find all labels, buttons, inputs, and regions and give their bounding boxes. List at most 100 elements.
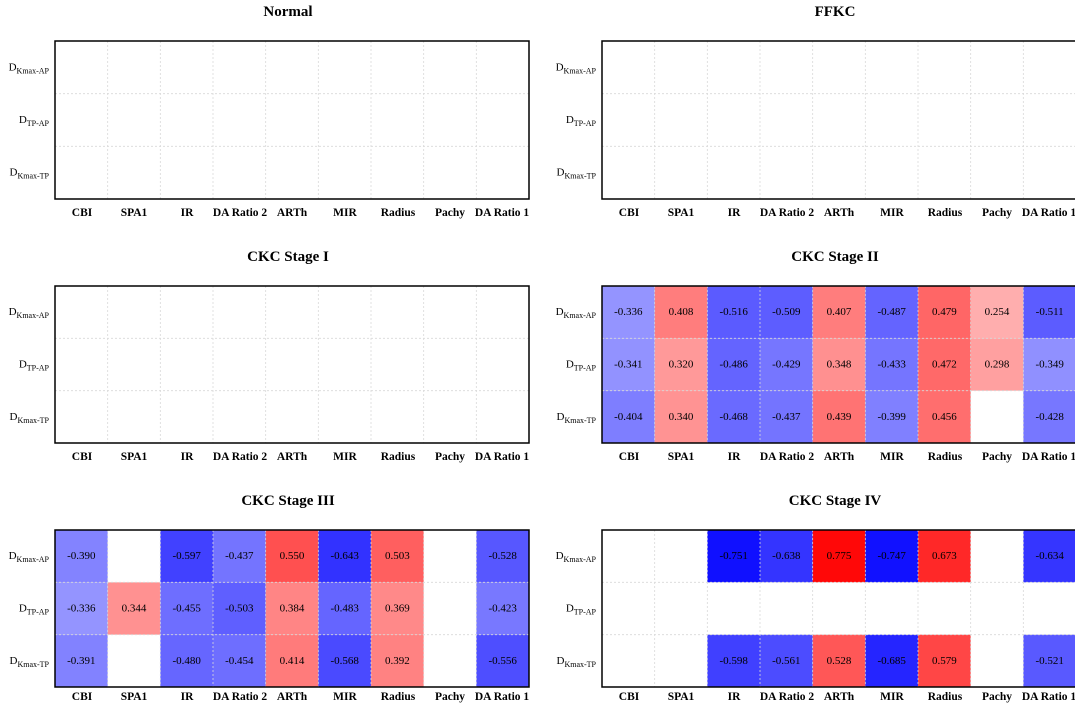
x-tick-label: ARTh xyxy=(824,451,855,463)
x-tick-label: Radius xyxy=(381,691,416,703)
x-tick-label: SPA1 xyxy=(668,691,695,703)
heatmap-cell xyxy=(1023,530,1075,583)
panel-frame xyxy=(601,40,1075,200)
x-tick-label: DA Ratio 2 xyxy=(760,451,815,463)
heatmap-cell xyxy=(812,286,866,339)
heatmap-cell xyxy=(812,338,866,391)
cell-value-label: 0.320 xyxy=(669,359,694,371)
x-tick-label: CBI xyxy=(72,207,93,219)
panel-frame xyxy=(601,529,1075,688)
y-tick-main: D xyxy=(9,61,17,73)
heatmap-cell xyxy=(265,634,319,687)
y-tick-main: D xyxy=(9,411,17,423)
x-tick-label: Pachy xyxy=(982,207,1012,219)
heatmap-cell xyxy=(654,390,708,443)
cell-value-label: -0.468 xyxy=(719,411,748,423)
x-tick-label: CBI xyxy=(619,451,640,463)
x-tick-label: IR xyxy=(181,207,194,219)
y-tick-main: D xyxy=(556,655,564,667)
cell-value-label: -0.751 xyxy=(719,550,747,562)
y-tick-subscript: Kmax-AP xyxy=(564,66,597,75)
heatmap-cell xyxy=(865,338,918,391)
heatmap-cell xyxy=(1023,338,1075,391)
heatmap-panel: CKC Stage III -0.390 -0.597 -0.437 0.550 -0.6… xyxy=(9,493,530,703)
x-tick-label: DA Ratio 2 xyxy=(213,691,268,703)
y-tick-main: D xyxy=(9,550,17,562)
cell-value-label: -0.516 xyxy=(719,306,748,318)
y-tick-label: DTP-AP xyxy=(566,359,597,373)
cell-value-label: -0.521 xyxy=(1035,655,1063,667)
y-tick-subscript: TP-AP xyxy=(574,119,597,128)
cell-value-label: -0.634 xyxy=(1035,550,1064,562)
y-tick-main: D xyxy=(19,114,27,126)
cell-value-label: -0.556 xyxy=(488,655,517,667)
heatmap-cell xyxy=(55,634,108,687)
panel-frame xyxy=(54,40,530,200)
x-tick-label: Pachy xyxy=(982,691,1012,703)
y-tick-subscript: Kmax-TP xyxy=(17,660,49,669)
heatmap-cell xyxy=(970,338,1024,391)
y-tick-label: DKmax-AP xyxy=(9,306,50,320)
heatmap-cell xyxy=(476,634,529,687)
heatmap-cell xyxy=(265,582,319,635)
x-tick-label: DA Ratio 1 xyxy=(475,207,530,219)
x-tick-label: ARTh xyxy=(277,691,308,703)
x-tick-label: Radius xyxy=(381,207,416,219)
heatmap-cell xyxy=(918,390,971,443)
heatmap-cell xyxy=(602,286,655,339)
heatmap-cell xyxy=(318,634,371,687)
cell-value-label: -0.404 xyxy=(614,411,643,423)
heatmap-cell xyxy=(265,530,319,583)
heatmap-cell xyxy=(760,286,813,339)
x-tick-label: SPA1 xyxy=(668,207,695,219)
x-tick-label: DA Ratio 1 xyxy=(475,451,530,463)
y-tick-subscript: Kmax-TP xyxy=(564,660,596,669)
panel-frame xyxy=(54,285,530,444)
x-tick-label: IR xyxy=(181,451,194,463)
cell-value-label: 0.673 xyxy=(932,550,957,562)
cell-value-label: -0.511 xyxy=(1036,306,1064,318)
x-tick-label: MIR xyxy=(333,207,357,219)
x-tick-label: IR xyxy=(728,207,741,219)
x-tick-label: CBI xyxy=(619,691,640,703)
cell-value-label: -0.638 xyxy=(772,550,801,562)
cell-value-label: 0.528 xyxy=(827,655,852,667)
y-tick-main: D xyxy=(556,411,564,423)
x-tick-label: ARTh xyxy=(824,691,855,703)
heatmap-cell xyxy=(865,390,918,443)
x-tick-label: ARTh xyxy=(824,207,855,219)
heatmap-cell xyxy=(760,634,813,687)
heatmap-cell xyxy=(812,530,866,583)
y-tick-main: D xyxy=(19,603,27,615)
cell-value-label: -0.598 xyxy=(719,655,748,667)
y-tick-subscript: TP-AP xyxy=(27,119,50,128)
cell-value-label: -0.528 xyxy=(488,550,517,562)
heatmap-cell xyxy=(160,530,213,583)
x-tick-label: CBI xyxy=(619,207,640,219)
cell-value-label: -0.429 xyxy=(772,359,801,371)
heatmap-cell xyxy=(654,338,708,391)
cell-value-label: -0.391 xyxy=(67,655,95,667)
x-tick-label: SPA1 xyxy=(121,451,148,463)
y-tick-subscript: Kmax-AP xyxy=(17,311,50,320)
y-tick-main: D xyxy=(556,550,564,562)
heatmap-cell xyxy=(318,530,371,583)
x-tick-label: ARTh xyxy=(277,451,308,463)
cell-value-label: -0.483 xyxy=(330,603,359,615)
y-tick-label: DKmax-AP xyxy=(556,306,597,320)
y-tick-label: DKmax-AP xyxy=(9,550,50,564)
y-tick-subscript: Kmax-TP xyxy=(17,172,49,181)
cell-value-label: -0.597 xyxy=(172,550,201,562)
x-tick-label: MIR xyxy=(880,691,904,703)
cell-value-label: -0.503 xyxy=(225,603,254,615)
x-tick-label: Pachy xyxy=(435,691,465,703)
heatmap-cell xyxy=(707,338,760,391)
y-tick-subscript: Kmax-AP xyxy=(564,311,597,320)
y-tick-label: DKmax-AP xyxy=(556,61,597,75)
y-tick-main: D xyxy=(556,167,564,179)
heatmap-cell xyxy=(918,286,971,339)
cell-value-label: 0.503 xyxy=(385,550,410,562)
cell-value-label: 0.439 xyxy=(827,411,852,423)
x-tick-label: DA Ratio 1 xyxy=(1022,207,1075,219)
